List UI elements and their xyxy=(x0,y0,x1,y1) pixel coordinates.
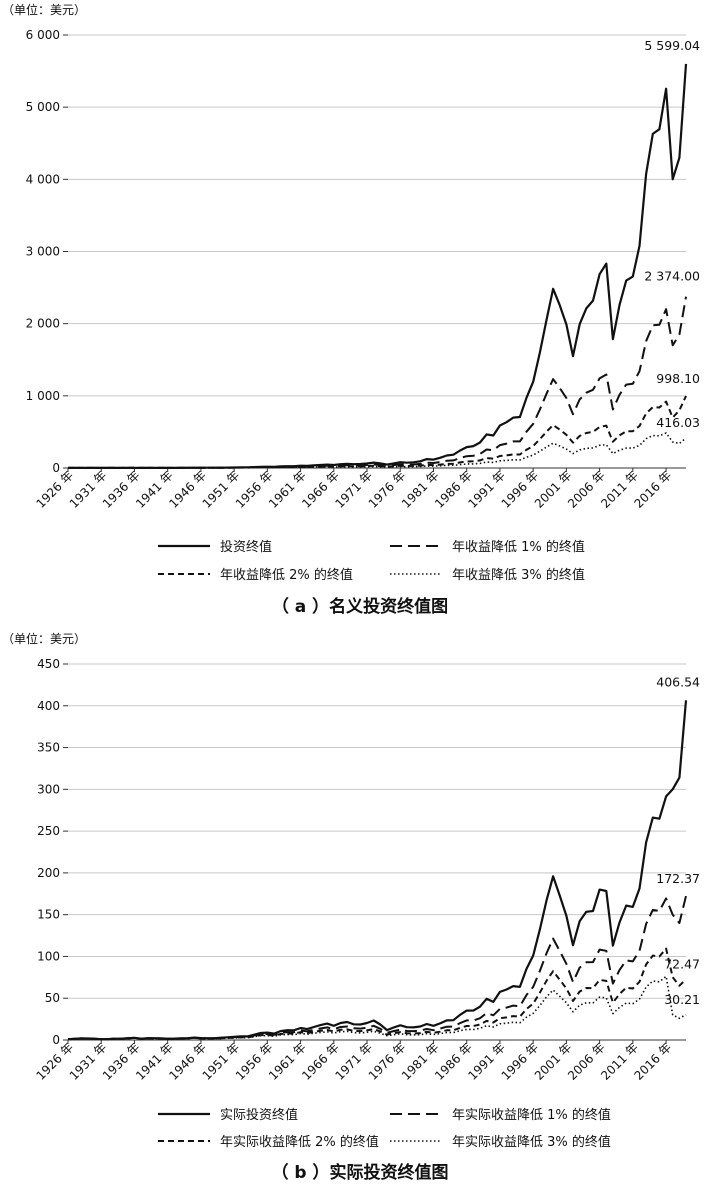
legend-label: 年收益降低 1% 的终值 xyxy=(452,539,585,555)
legend-label: 年实际收益降低 3% 的终值 xyxy=(452,1134,611,1150)
series-line-4 xyxy=(68,432,687,469)
y-tick-label: 5 000 xyxy=(26,100,60,114)
legend-label: 投资终值 xyxy=(220,539,272,555)
series-line-3 xyxy=(67,947,687,1041)
x-tick-label: 2016 年 xyxy=(632,1040,675,1083)
legend-label: 年收益降低 3% 的终值 xyxy=(452,567,585,583)
series-line-2 xyxy=(68,296,687,469)
y-tick-label: 400 xyxy=(37,699,60,713)
unit-label: （单位：美元） xyxy=(2,2,86,17)
y-tick-label: 450 xyxy=(37,657,60,671)
y-tick-label: 350 xyxy=(37,741,60,755)
y-tick-label: 1 000 xyxy=(26,389,60,403)
x-tick-label: 2016 年 xyxy=(632,468,675,511)
y-tick-label: 150 xyxy=(37,908,60,922)
y-tick-label: 2 000 xyxy=(26,317,60,331)
legend-label: 年实际收益降低 1% 的终值 xyxy=(452,1107,611,1123)
y-tick-label: 0 xyxy=(52,461,60,475)
y-tick-label: 4 000 xyxy=(26,172,60,186)
y-tick-label: 0 xyxy=(52,1033,60,1047)
y-tick-label: 250 xyxy=(37,824,60,838)
series-line-1 xyxy=(68,63,688,469)
final-value-label-4: 30.21 xyxy=(664,992,700,1007)
final-value-label-1: 5 599.04 xyxy=(644,38,700,53)
series-line-3 xyxy=(68,395,687,469)
figure-caption: （ b ）实际投资终值图 xyxy=(271,1162,448,1183)
final-value-label-4: 416.03 xyxy=(656,415,700,430)
final-value-label-2: 2 374.00 xyxy=(644,269,700,284)
series-line-2 xyxy=(67,895,687,1041)
figure-caption: （ a ）名义投资终值图 xyxy=(272,596,448,617)
final-value-label-3: 72.47 xyxy=(664,956,700,971)
y-tick-label: 3 000 xyxy=(26,245,60,259)
final-value-label-2: 172.37 xyxy=(656,871,700,886)
y-tick-label: 50 xyxy=(45,991,60,1005)
legend-label: 年收益降低 2% 的终值 xyxy=(220,567,353,583)
y-tick-label: 6 000 xyxy=(26,28,60,42)
final-value-label-3: 998.10 xyxy=(656,371,700,386)
series-line-1 xyxy=(67,700,688,1041)
unit-label: （单位：美元） xyxy=(2,631,86,646)
y-tick-label: 100 xyxy=(37,949,60,963)
final-value-label-1: 406.54 xyxy=(656,674,700,689)
legend-label: 实际投资终值 xyxy=(220,1107,298,1123)
legend-label: 年实际收益降低 2% 的终值 xyxy=(220,1134,379,1150)
y-tick-label: 300 xyxy=(37,782,60,796)
y-tick-label: 200 xyxy=(37,866,60,880)
